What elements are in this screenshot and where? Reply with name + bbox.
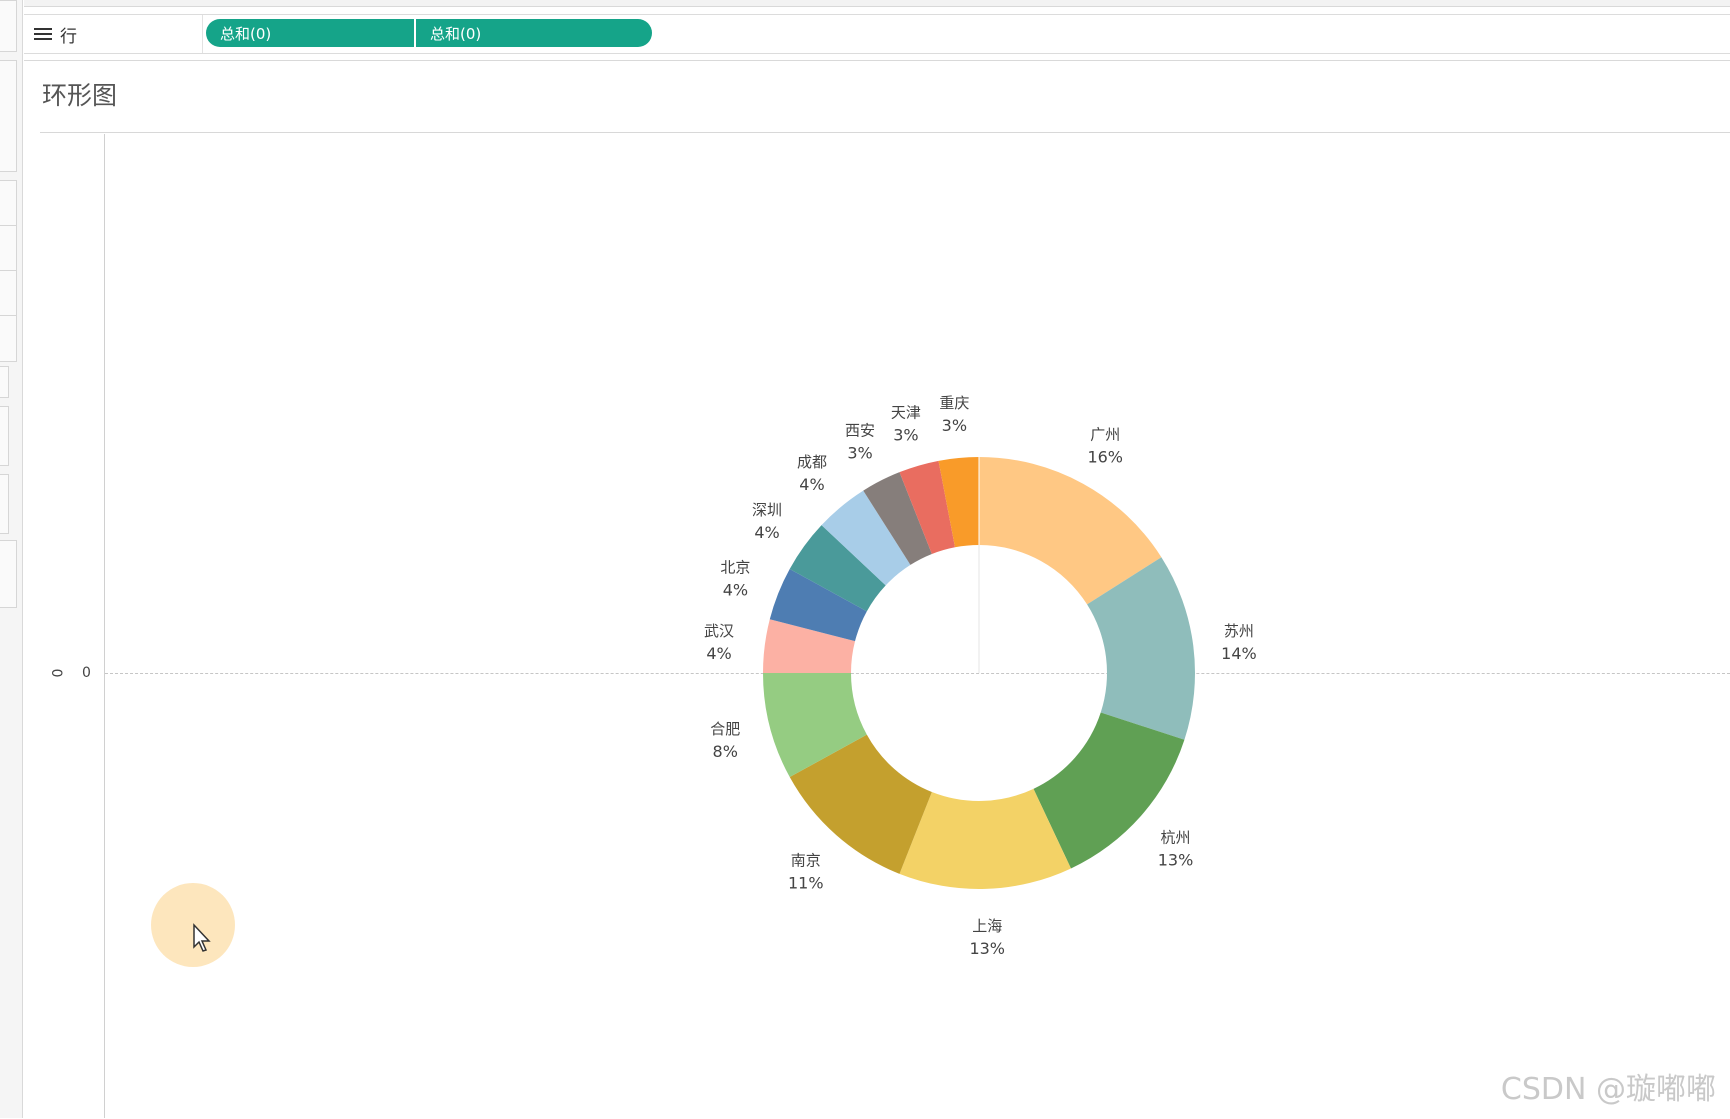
slice-label-name: 南京 bbox=[791, 852, 821, 870]
donut-slice-天津[interactable] bbox=[899, 460, 956, 554]
title-divider bbox=[40, 132, 1730, 133]
donut-slice-北京[interactable] bbox=[769, 568, 867, 642]
slice-label-percent: 4% bbox=[754, 523, 779, 542]
worksheet-view bbox=[24, 60, 1730, 1119]
panel-tab[interactable] bbox=[0, 60, 17, 172]
mouse-cursor-icon bbox=[193, 923, 211, 952]
rows-shelf: 行 总和(0) 总和(0) bbox=[24, 14, 1730, 54]
slice-label-percent: 4% bbox=[723, 581, 748, 600]
slice-label-percent: 3% bbox=[942, 416, 967, 435]
y-axis-line bbox=[104, 134, 105, 1118]
slice-label-name: 苏州 bbox=[1224, 622, 1254, 640]
slice-label-percent: 8% bbox=[713, 742, 738, 761]
slice-label-name: 杭州 bbox=[1161, 828, 1191, 846]
left-panel-edge bbox=[0, 0, 23, 1118]
donut-slice-西安[interactable] bbox=[863, 472, 932, 565]
slice-label-name: 成都 bbox=[797, 453, 827, 471]
zero-reference-line bbox=[105, 673, 1730, 674]
slice-label-percent: 13% bbox=[969, 939, 1005, 958]
slice-label-name: 北京 bbox=[720, 559, 750, 577]
slice-label-name: 深圳 bbox=[752, 501, 782, 519]
rows-shelf-label: 行 bbox=[24, 15, 203, 53]
measure-pill[interactable]: 总和(0) bbox=[206, 19, 414, 47]
donut-slice-广州[interactable] bbox=[979, 457, 1162, 605]
donut-slice-杭州[interactable] bbox=[1033, 712, 1185, 869]
slice-label-percent: 3% bbox=[893, 425, 918, 444]
sheet-title: 环形图 bbox=[42, 81, 118, 110]
panel-tab[interactable] bbox=[0, 540, 17, 608]
donut-slice-重庆[interactable] bbox=[938, 457, 979, 548]
slice-label-name: 西安 bbox=[845, 422, 875, 440]
donut-slice-南京[interactable] bbox=[789, 734, 932, 874]
panel-tab[interactable] bbox=[0, 406, 9, 466]
donut-slice-成都[interactable] bbox=[821, 490, 911, 586]
slice-label-percent: 16% bbox=[1087, 447, 1123, 466]
measure-pill[interactable]: 总和(0) bbox=[416, 19, 652, 47]
slice-label-percent: 13% bbox=[1158, 850, 1194, 869]
panel-tab[interactable] bbox=[0, 474, 9, 534]
columns-shelf-edge bbox=[24, 0, 1730, 7]
slice-label-name: 天津 bbox=[891, 403, 921, 421]
slice-label-percent: 4% bbox=[706, 644, 731, 663]
slice-label-name: 重庆 bbox=[939, 394, 969, 412]
slice-label-name: 上海 bbox=[972, 917, 1002, 935]
panel-tab[interactable] bbox=[0, 315, 17, 362]
panel-tab[interactable] bbox=[0, 366, 9, 398]
cursor-highlight bbox=[151, 883, 235, 967]
slice-label-percent: 11% bbox=[788, 874, 824, 893]
list-icon bbox=[34, 27, 52, 41]
donut-slice-武汉[interactable] bbox=[763, 619, 856, 673]
watermark: CSDN @璇嘟嘟 bbox=[1500, 1072, 1716, 1107]
panel-tab[interactable] bbox=[0, 0, 17, 52]
donut-slice-深圳[interactable] bbox=[789, 525, 886, 612]
y-tick-label: 0 bbox=[82, 665, 91, 681]
rows-shelf-text: 行 bbox=[60, 26, 77, 47]
donut-slice-上海[interactable] bbox=[899, 788, 1071, 889]
slice-label-percent: 14% bbox=[1221, 644, 1257, 663]
slice-label-percent: 4% bbox=[799, 475, 824, 494]
donut-slice-苏州[interactable] bbox=[1087, 557, 1195, 740]
donut-slice-合肥[interactable] bbox=[763, 673, 867, 778]
slice-label-name: 广州 bbox=[1090, 425, 1120, 443]
slice-label-name: 武汉 bbox=[704, 622, 734, 640]
slice-label-name: 合肥 bbox=[710, 720, 740, 738]
slice-label-percent: 3% bbox=[847, 444, 872, 463]
